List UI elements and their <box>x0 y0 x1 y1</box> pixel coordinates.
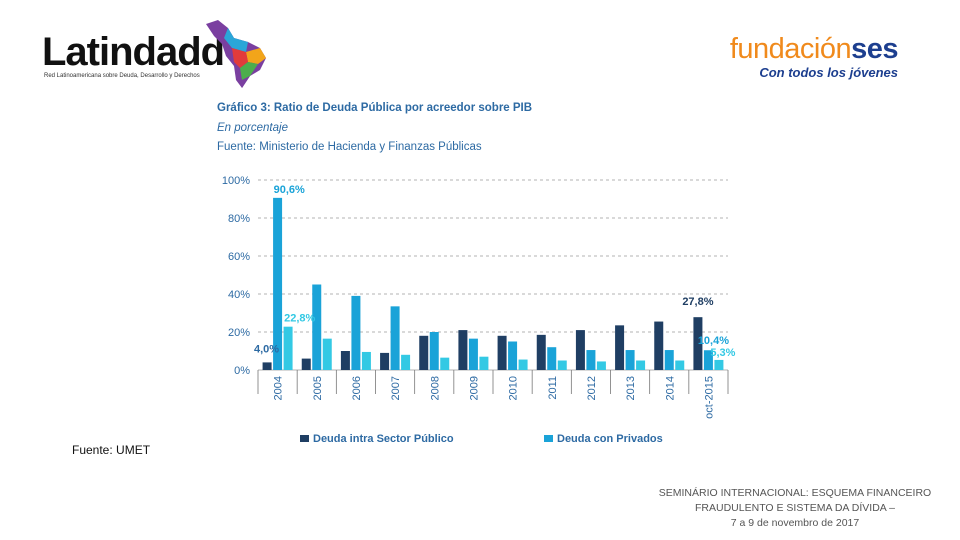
latindadd-wordmark: Latindadd <box>42 30 225 74</box>
chart-title: Gráfico 3: Ratio de Deuda Pública por ac… <box>217 102 533 114</box>
bar <box>419 335 429 370</box>
x-tick-label: oct-2015 <box>703 376 715 419</box>
bar <box>429 332 439 370</box>
bar <box>586 350 596 370</box>
y-tick-label: 100% <box>222 175 250 187</box>
latindadd-tagline: Red Latinoamericana sobre Deuda, Desarro… <box>44 73 200 79</box>
bar <box>497 335 507 370</box>
brand-part-fundacion: fundación <box>729 33 852 65</box>
x-tick-label: 2008 <box>429 376 441 400</box>
y-axis-ticks: 0% 20% 40% 60% 80% 100% <box>222 175 250 377</box>
bar <box>693 317 703 370</box>
bar <box>575 330 585 370</box>
y-tick-label: 0% <box>234 365 250 377</box>
bar <box>351 295 361 370</box>
latin-america-map-icon <box>206 20 266 88</box>
bar <box>664 350 674 370</box>
x-tick-label: 2010 <box>508 376 520 400</box>
bar <box>547 347 557 370</box>
legend-item: Deuda con Privados <box>544 433 663 445</box>
bar <box>703 350 713 370</box>
bar <box>322 338 332 370</box>
data-label: 4,0% <box>254 343 279 355</box>
bar <box>536 334 546 370</box>
legend-swatch <box>300 435 309 442</box>
bar <box>557 360 567 370</box>
fundacion-ses-logo: fundaciónses Con todos los jóvenes <box>718 33 899 84</box>
bar <box>714 359 724 370</box>
data-label: 90,6% <box>274 184 305 196</box>
legend-swatch <box>544 435 553 442</box>
latindadd-logo: Latindadd Red Latinoamericana sobre Deud… <box>42 18 266 88</box>
bar <box>361 351 371 370</box>
data-label: 5,3% <box>710 347 735 359</box>
source-note: Fuente: UMET <box>72 443 151 457</box>
x-axis-ticks: 2004 2005 2006 2007 2008 2009 2010 2011 2012 2013… <box>273 376 716 419</box>
data-label: 27,8% <box>682 296 713 308</box>
bar <box>479 356 489 370</box>
x-tick-label: 2013 <box>625 376 637 400</box>
bar <box>458 330 468 370</box>
y-tick-label: 20% <box>228 327 250 339</box>
y-tick-label: 40% <box>228 289 250 301</box>
x-tick-label: 2007 <box>390 376 402 400</box>
bar <box>401 354 411 370</box>
x-tick-label: 2012 <box>586 376 598 400</box>
bar <box>468 338 478 370</box>
x-tick-label: 2009 <box>468 376 480 400</box>
bar <box>390 306 400 370</box>
x-tick-label: 2004 <box>273 376 285 400</box>
bar <box>440 357 450 370</box>
bar <box>273 197 283 370</box>
legend-label: Deuda intra Sector Público <box>313 433 454 445</box>
bar <box>301 358 311 370</box>
bar <box>518 359 528 370</box>
data-labels: 4,0% 90,6% 22,8% 27,8% 10,4%5,3% <box>254 184 736 359</box>
bar <box>262 362 272 370</box>
footer-line-1: SEMINÁRIO INTERNACIONAL: ESQUEMA FINANCE… <box>658 487 932 499</box>
footer-line-3: 7 a 9 de novembro de 2017 <box>730 517 860 529</box>
fundacion-ses-wordmark: fundaciónses <box>718 33 899 65</box>
bar <box>340 351 350 370</box>
seminar-footer: SEMINÁRIO INTERNACIONAL: ESQUEMA FINANCE… <box>640 486 950 531</box>
gridlines <box>257 179 729 394</box>
fundacion-ses-tagline: Con todos los jóvenes <box>759 65 898 80</box>
x-tick-label: 2005 <box>312 376 324 400</box>
bar <box>636 360 646 370</box>
bar <box>312 284 322 370</box>
brand-part-ses: ses <box>851 33 898 65</box>
x-tick-label: 2006 <box>351 376 363 400</box>
bar <box>283 326 293 370</box>
bar <box>675 360 685 370</box>
debt-ratio-bar-chart: 0%20%40%60%80%100% 2004 2005 2006 2007 2008 2… <box>222 175 736 445</box>
footer-line-2: FRAUDULENTO E SISTEMA DA DÍVIDA – <box>695 502 895 514</box>
bar <box>654 321 664 370</box>
chart-source: Fuente: Ministerio de Hacienda y Finanza… <box>217 141 482 153</box>
x-tick-label: 2011 <box>547 376 559 400</box>
data-label: 22,8% <box>284 313 315 325</box>
bar <box>625 350 635 370</box>
bar <box>508 341 518 370</box>
bar <box>615 325 625 370</box>
y-tick-label: 80% <box>228 213 250 225</box>
bar <box>596 361 606 370</box>
y-tick-label: 60% <box>228 251 250 263</box>
legend: Deuda intra Sector Público Deuda con Priv… <box>300 433 663 445</box>
bar <box>380 352 390 370</box>
bars <box>262 197 724 370</box>
legend-item: Deuda intra Sector Público <box>300 433 454 445</box>
data-label: 10,4% <box>698 335 729 347</box>
chart-subtitle: En porcentaje <box>217 122 288 134</box>
legend-label: Deuda con Privados <box>557 433 663 445</box>
x-tick-label: 2014 <box>664 376 676 400</box>
